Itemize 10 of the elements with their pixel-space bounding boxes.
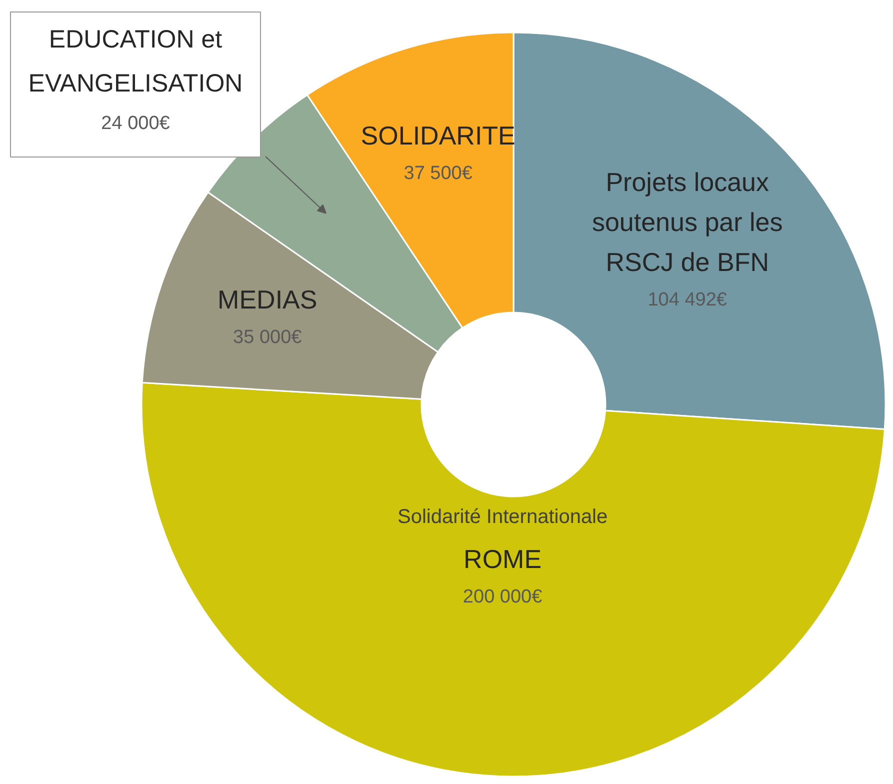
text: Solidarité Internationale (397, 506, 608, 528)
data-label: 37 500€ (404, 162, 473, 184)
data-label: 24 000€ (101, 113, 170, 134)
slice-label: Projets locaux soutenus par les RSCJ de BFN (592, 166, 783, 277)
data-label: 35 000€ (233, 326, 302, 348)
data-label: 200 000€ (462, 586, 543, 608)
slice-label: ROME (464, 544, 542, 574)
slice-label: MEDIAS (218, 284, 318, 314)
slice-label: EDUCATION et EVANGELISATION (28, 26, 243, 98)
data-label: 104 492€ (648, 289, 728, 310)
